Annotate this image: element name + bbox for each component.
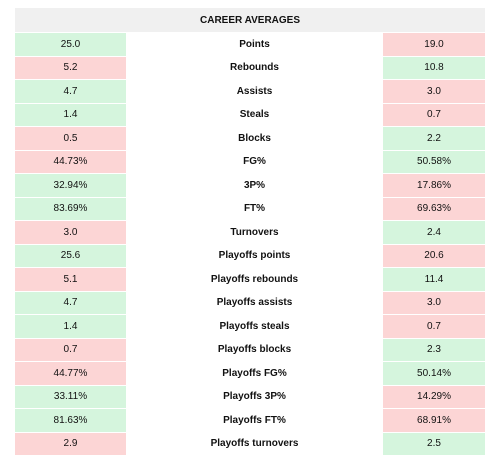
stat-label: Turnovers: [126, 221, 383, 245]
right-value: 2.3: [383, 338, 485, 362]
stat-label: FG%: [126, 150, 383, 174]
left-value: 4.7: [15, 80, 126, 104]
stat-label: Steals: [126, 103, 383, 127]
left-value: 4.7: [15, 291, 126, 315]
stat-label: Playoffs steals: [126, 315, 383, 339]
stat-row: 33.11%Playoffs 3P%14.29%: [15, 385, 485, 409]
stat-label: 3P%: [126, 174, 383, 198]
table-title: CAREER AVERAGES: [15, 8, 485, 33]
right-value: 68.91%: [383, 409, 485, 433]
left-value: 33.11%: [15, 385, 126, 409]
right-value: 11.4: [383, 268, 485, 292]
stat-row: 44.73%FG%50.58%: [15, 150, 485, 174]
stat-label: Blocks: [126, 127, 383, 151]
stat-row: 44.77%Playoffs FG%50.14%: [15, 362, 485, 386]
stat-label: Playoffs FT%: [126, 409, 383, 433]
stat-label: Playoffs 3P%: [126, 385, 383, 409]
stat-label: Playoffs rebounds: [126, 268, 383, 292]
stat-label: Playoffs FG%: [126, 362, 383, 386]
left-value: 83.69%: [15, 197, 126, 221]
left-value: 3.0: [15, 221, 126, 245]
right-value: 3.0: [383, 80, 485, 104]
stat-label: Rebounds: [126, 56, 383, 80]
right-value: 0.7: [383, 103, 485, 127]
right-value: 2.2: [383, 127, 485, 151]
right-value: 69.63%: [383, 197, 485, 221]
stat-row: 83.69%FT%69.63%: [15, 197, 485, 221]
right-value: 2.5: [383, 432, 485, 455]
left-value: 25.6: [15, 244, 126, 268]
header-row: CAREER AVERAGES: [15, 8, 485, 33]
stat-label: Assists: [126, 80, 383, 104]
stat-label: Playoffs blocks: [126, 338, 383, 362]
left-value: 32.94%: [15, 174, 126, 198]
stat-label: Playoffs points: [126, 244, 383, 268]
stat-row: 81.63%Playoffs FT%68.91%: [15, 409, 485, 433]
right-value: 2.4: [383, 221, 485, 245]
right-value: 20.6: [383, 244, 485, 268]
left-value: 1.4: [15, 315, 126, 339]
stat-label: FT%: [126, 197, 383, 221]
left-value: 25.0: [15, 33, 126, 57]
right-value: 10.8: [383, 56, 485, 80]
left-value: 0.5: [15, 127, 126, 151]
stat-label: Playoffs assists: [126, 291, 383, 315]
left-value: 5.1: [15, 268, 126, 292]
left-value: 1.4: [15, 103, 126, 127]
left-value: 44.73%: [15, 150, 126, 174]
right-value: 14.29%: [383, 385, 485, 409]
right-value: 0.7: [383, 315, 485, 339]
left-value: 0.7: [15, 338, 126, 362]
stat-label: Playoffs turnovers: [126, 432, 383, 455]
left-value: 81.63%: [15, 409, 126, 433]
stat-row: 32.94%3P%17.86%: [15, 174, 485, 198]
left-value: 5.2: [15, 56, 126, 80]
left-value: 44.77%: [15, 362, 126, 386]
right-value: 50.58%: [383, 150, 485, 174]
right-value: 17.86%: [383, 174, 485, 198]
left-value: 2.9: [15, 432, 126, 455]
stat-label: Points: [126, 33, 383, 57]
right-value: 3.0: [383, 291, 485, 315]
right-value: 19.0: [383, 33, 485, 57]
right-value: 50.14%: [383, 362, 485, 386]
